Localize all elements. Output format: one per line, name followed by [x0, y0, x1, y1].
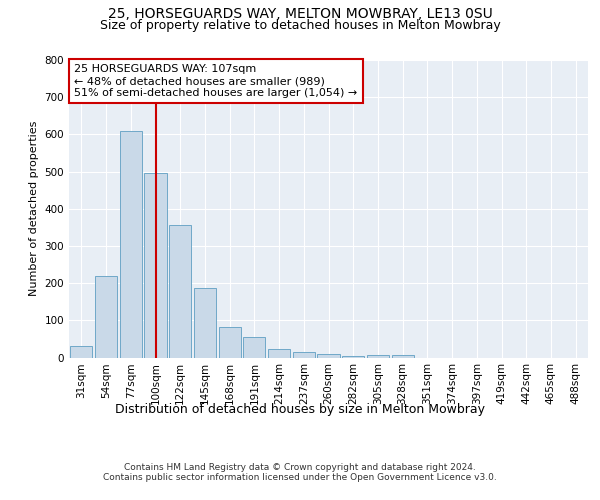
Bar [145, 173, 167, 358]
Bar [268, 348, 290, 358]
Text: 25, HORSEGUARDS WAY, MELTON MOWBRAY, LE13 0SU: 25, HORSEGUARDS WAY, MELTON MOWBRAY, LE1… [107, 8, 493, 22]
Text: Contains HM Land Registry data © Crown copyright and database right 2024.: Contains HM Land Registry data © Crown c… [124, 462, 476, 471]
Bar [95, 276, 117, 357]
Bar [119, 130, 142, 358]
Bar [293, 352, 315, 358]
Text: Contains public sector information licensed under the Open Government Licence v3: Contains public sector information licen… [103, 472, 497, 482]
Bar [317, 354, 340, 358]
Text: Distribution of detached houses by size in Melton Mowbray: Distribution of detached houses by size … [115, 402, 485, 415]
Bar [342, 356, 364, 358]
Text: Size of property relative to detached houses in Melton Mowbray: Size of property relative to detached ho… [100, 18, 500, 32]
Bar [169, 226, 191, 358]
Bar [243, 337, 265, 357]
Bar [218, 326, 241, 358]
Bar [367, 354, 389, 358]
Y-axis label: Number of detached properties: Number of detached properties [29, 121, 39, 296]
Bar [194, 288, 216, 358]
Bar [392, 355, 414, 358]
Bar [70, 346, 92, 358]
Text: 25 HORSEGUARDS WAY: 107sqm
← 48% of detached houses are smaller (989)
51% of sem: 25 HORSEGUARDS WAY: 107sqm ← 48% of deta… [74, 64, 358, 98]
